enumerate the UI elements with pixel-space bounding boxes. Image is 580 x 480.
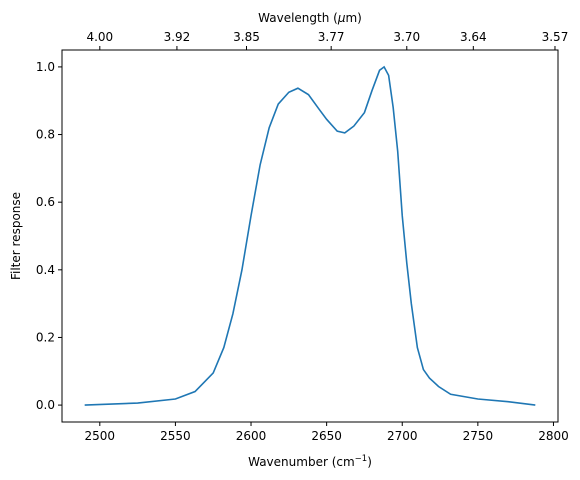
top-x-tick-label: 3.77 [318,30,345,44]
y-tick-label: 0.8 [36,128,55,142]
y-tick-label: 0.2 [36,330,55,344]
top-x-tick-label: 3.64 [460,30,487,44]
y-axis-ticks: 0.0 0.2 0.4 0.6 0.8 1.0 [36,60,62,412]
x-tick-label: 2700 [387,429,418,443]
top-x-axis-label: Wavelength (μm) [258,11,362,25]
x-tick-label: 2550 [160,429,191,443]
x-tick-label: 2500 [85,429,116,443]
top-x-axis-ticks: 4.00 3.92 3.85 3.77 3.70 3.64 3.57 [86,30,568,50]
y-axis-label: Filter response [9,192,23,280]
plot-area [62,50,558,422]
x-tick-label: 2600 [236,429,267,443]
y-tick-label: 1.0 [36,60,55,74]
top-x-tick-label: 4.00 [86,30,113,44]
series-line [84,65,536,406]
y-tick-label: 0.0 [36,398,55,412]
y-tick-label: 0.6 [36,195,55,209]
x-tick-label: 2800 [538,429,569,443]
x-tick-label: 2650 [311,429,342,443]
x-tick-label: 2750 [463,429,494,443]
top-x-tick-label: 3.70 [393,30,420,44]
y-tick-label: 0.4 [36,263,55,277]
top-x-tick-label: 3.85 [233,30,260,44]
top-x-tick-label: 3.57 [542,30,569,44]
top-x-tick-label: 3.92 [164,30,191,44]
bottom-x-axis-ticks: 2500 2550 2600 2650 2700 2750 2800 [85,422,569,443]
plot-frame [61,49,559,423]
x-axis-label: Wavenumber (cm−1) [248,454,372,469]
